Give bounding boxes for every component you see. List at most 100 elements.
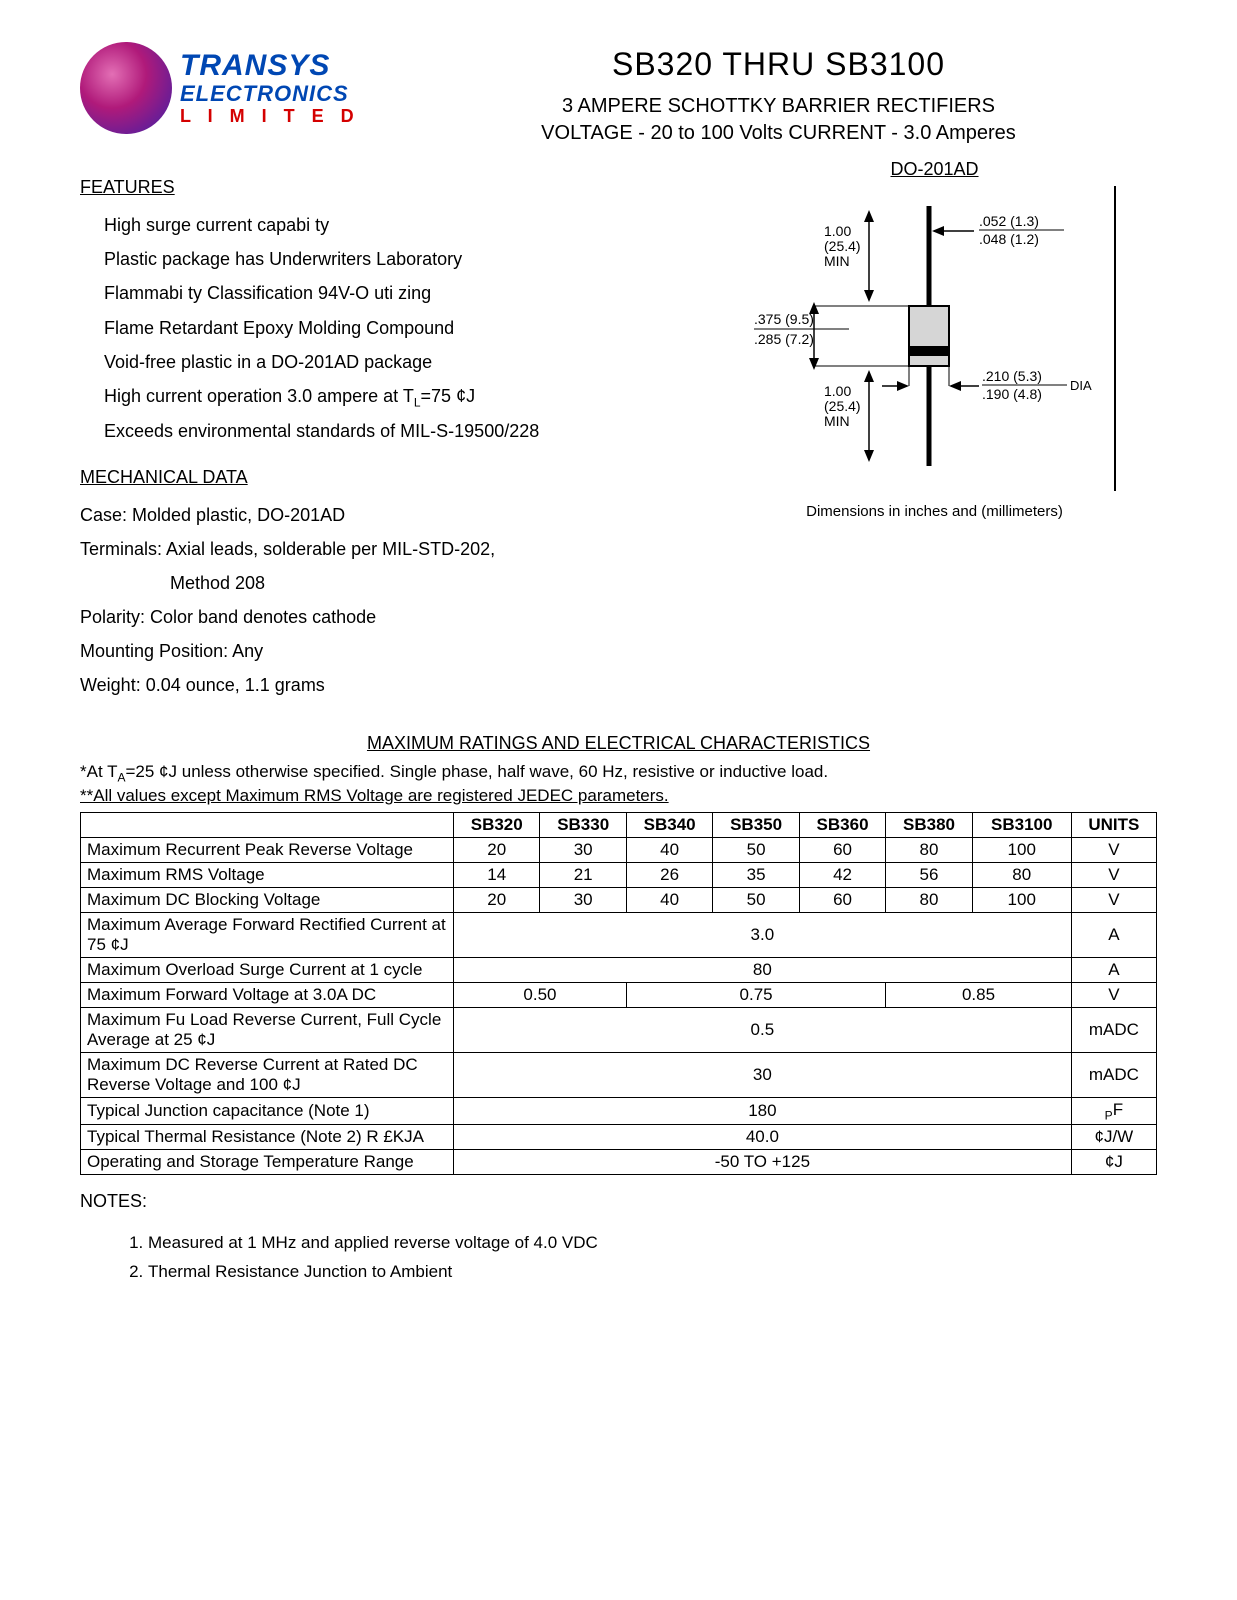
feature-item: Exceeds environmental standards of MIL-S… [104,414,682,448]
ratings-heading: MAXIMUM RATINGS AND ELECTRICAL CHARACTER… [80,733,1157,754]
param-cell: Maximum Average Forward Rectified Curren… [81,913,454,958]
param-cell: Operating and Storage Temperature Range [81,1150,454,1175]
notes-heading: NOTES: [80,1191,1157,1212]
data-cell-span: 180 [454,1098,1072,1125]
table-header-cell [81,813,454,838]
unit-cell: V [1071,838,1156,863]
package-svg-icon: 1.00 (25.4) MIN .375 (9.5) .285 (7.2) 1.… [754,196,1094,476]
svg-text:.210 (5.3): .210 (5.3) [982,368,1042,384]
svg-text:.375 (9.5): .375 (9.5) [754,311,814,327]
data-cell-span: 40.0 [454,1125,1072,1150]
svg-text:DIA: DIA [1070,378,1092,393]
data-cell: 20 [454,838,540,863]
data-cell: 80 [972,863,1071,888]
notes-list: Measured at 1 MHz and applied reverse vo… [108,1229,1157,1287]
table-header-cell: SB380 [886,813,972,838]
data-cell: 30 [540,888,626,913]
table-row: Maximum DC Blocking Voltage2030405060801… [81,888,1157,913]
param-cell: Maximum DC Reverse Current at Rated DC R… [81,1053,454,1098]
data-cell: 40 [626,838,712,863]
data-cell-span: 80 [454,958,1072,983]
note-item: Thermal Resistance Junction to Ambient [148,1258,1157,1287]
data-cell: 80 [886,838,972,863]
svg-text:.285 (7.2): .285 (7.2) [754,331,814,347]
mech-mounting: Mounting Position: Any [80,634,682,668]
data-cell: 60 [799,838,885,863]
table-header-cell: SB330 [540,813,626,838]
ratings-note2: **All values except Maximum RMS Voltage … [80,786,1157,806]
unit-cell: mADC [1071,1053,1156,1098]
feature-item: Void-free plastic in a DO-201AD package [104,345,682,379]
features-heading: FEATURES [80,177,682,198]
unit-cell: V [1071,983,1156,1008]
header-row: TRANSYS ELECTRONICS L I M I T E D SB320 … [80,40,1157,149]
unit-cell: A [1071,913,1156,958]
title-block: SB320 THRU SB3100 3 AMPERE SCHOTTKY BARR… [400,40,1157,149]
param-cell: Maximum DC Blocking Voltage [81,888,454,913]
data-cell: 100 [972,838,1071,863]
feature-item: High current operation 3.0 ampere at TL=… [104,379,682,414]
table-header-cell: SB360 [799,813,885,838]
table-row: Maximum Average Forward Rectified Curren… [81,913,1157,958]
table-row: Maximum Overload Surge Current at 1 cycl… [81,958,1157,983]
unit-cell: mADC [1071,1008,1156,1053]
mech-terminals2: Method 208 [170,566,682,600]
logo-line3: L I M I T E D [180,107,360,125]
data-cell: 21 [540,863,626,888]
mechanical-list: Case: Molded plastic, DO-201AD Terminals… [80,498,682,703]
param-cell: Maximum Forward Voltage at 3.0A DC [81,983,454,1008]
unit-cell: ¢J/W [1071,1125,1156,1150]
svg-text:MIN: MIN [824,413,850,429]
logo-line2: ELECTRONICS [180,83,360,105]
data-cell-group: 0.75 [626,983,885,1008]
param-cell: Maximum Fu Load Reverse Current, Full Cy… [81,1008,454,1053]
features-list: High surge current capabi ty Plastic pac… [104,208,682,449]
unit-cell: ¢J [1071,1150,1156,1175]
table-row: Operating and Storage Temperature Range-… [81,1150,1157,1175]
unit-cell: A [1071,958,1156,983]
table-row: Maximum RMS Voltage14212635425680V [81,863,1157,888]
page-title: SB320 THRU SB3100 [400,46,1157,83]
data-cell: 100 [972,888,1071,913]
param-cell: Typical Thermal Resistance (Note 2) R £K… [81,1125,454,1150]
dimensions-note: Dimensions in inches and (millimeters) [712,503,1157,520]
data-cell: 40 [626,888,712,913]
package-diagram: 1.00 (25.4) MIN .375 (9.5) .285 (7.2) 1.… [754,186,1116,491]
table-row: Typical Thermal Resistance (Note 2) R £K… [81,1125,1157,1150]
mechanical-heading: MECHANICAL DATA [80,467,682,488]
table-header-cell: SB350 [713,813,799,838]
table-header-cell: SB320 [454,813,540,838]
data-cell: 26 [626,863,712,888]
svg-text:1.00: 1.00 [824,223,851,239]
param-cell: Maximum RMS Voltage [81,863,454,888]
data-cell: 56 [886,863,972,888]
svg-text:(25.4): (25.4) [824,398,861,414]
package-name: DO-201AD [891,159,979,180]
feature-item: Flammabi ty Classification 94V-O uti zin… [104,276,682,310]
unit-cell: PF [1071,1098,1156,1125]
param-cell: Maximum Overload Surge Current at 1 cycl… [81,958,454,983]
svg-text:.048 (1.2): .048 (1.2) [979,231,1039,247]
svg-text:(25.4): (25.4) [824,238,861,254]
table-row: Maximum Recurrent Peak Reverse Voltage20… [81,838,1157,863]
data-cell: 14 [454,863,540,888]
table-row: Maximum Forward Voltage at 3.0A DC0.500.… [81,983,1157,1008]
data-cell: 80 [886,888,972,913]
voltage-current-line: VOLTAGE - 20 to 100 Volts CURRENT - 3.0 … [400,122,1157,145]
param-cell: Maximum Recurrent Peak Reverse Voltage [81,838,454,863]
data-cell: 60 [799,888,885,913]
data-cell: 50 [713,888,799,913]
data-cell-group: 0.50 [454,983,627,1008]
note-item: Measured at 1 MHz and applied reverse vo… [148,1229,1157,1258]
data-cell-span: 3.0 [454,913,1072,958]
data-cell-group: 0.85 [886,983,1071,1008]
logo: TRANSYS ELECTRONICS L I M I T E D [80,40,380,136]
data-cell-span: 0.5 [454,1008,1072,1053]
mech-weight: Weight: 0.04 ounce, 1.1 grams [80,668,682,702]
data-cell: 35 [713,863,799,888]
logo-line1: TRANSYS [180,51,360,81]
mech-case: Case: Molded plastic, DO-201AD [80,498,682,532]
unit-cell: V [1071,863,1156,888]
table-header-cell: SB340 [626,813,712,838]
svg-text:.052 (1.3): .052 (1.3) [979,213,1039,229]
